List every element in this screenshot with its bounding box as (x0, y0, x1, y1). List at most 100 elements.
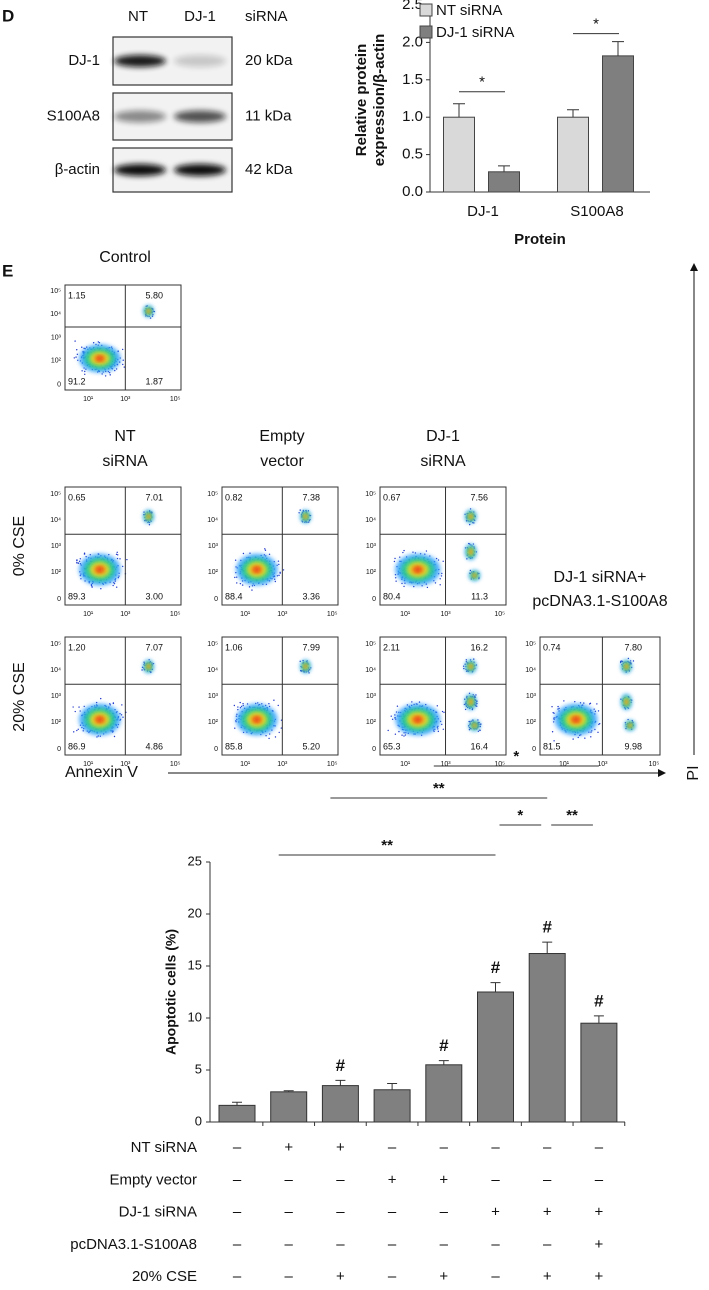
flow-x-tick-label: 10⁵ (649, 761, 660, 768)
flow-y-tick-label: 10⁵ (207, 641, 218, 648)
quadrant-value: 4.86 (145, 741, 163, 751)
condition-sign: + (595, 1236, 604, 1253)
bar (444, 117, 475, 192)
density-dot (81, 347, 82, 348)
flow-x-tick-label: 10⁵ (494, 761, 505, 768)
density-dot (396, 711, 397, 712)
density-dot (412, 551, 413, 552)
density-dot (395, 574, 396, 575)
significance-label: * (479, 74, 485, 91)
lane-title: siRNA (245, 8, 288, 25)
error-bar (491, 983, 501, 992)
density-dot (76, 730, 77, 731)
condition-sign: – (440, 1139, 449, 1156)
density-dot (470, 570, 471, 571)
marker-label: # (491, 958, 501, 977)
density-dot (438, 559, 439, 560)
flow-y-tick-label: 10⁴ (207, 667, 218, 674)
density-dot (620, 661, 621, 662)
error-bar (453, 104, 465, 117)
y-axis-label: Relative protein (353, 44, 370, 157)
condition-sign: + (284, 1139, 293, 1156)
y-tick-label: 25 (188, 853, 202, 868)
density-dot (75, 711, 76, 712)
density-dot (596, 703, 597, 704)
density-core (97, 717, 103, 722)
condition-sign: – (595, 1171, 604, 1188)
quadrant-value: 0.67 (383, 492, 401, 502)
density-dot (236, 582, 237, 583)
density-dot (394, 561, 395, 562)
density-dot (235, 560, 236, 561)
flow-x-tick-label: 10⁵ (327, 761, 338, 768)
flow-x-tick-label: 10³ (440, 611, 451, 618)
density-dot (308, 672, 309, 673)
blot-band (114, 55, 166, 67)
column-title: DJ-1 (426, 428, 460, 445)
flow-y-tick-label: 0 (214, 746, 218, 753)
flow-y-tick-label: 10⁴ (525, 667, 536, 674)
density-dot (463, 668, 464, 669)
density-dot (74, 340, 75, 341)
density-dot (113, 702, 114, 703)
flow-y-tick-label: 0 (57, 596, 61, 603)
flow-y-tick-label: 10⁴ (207, 517, 218, 524)
density-dot (278, 575, 279, 576)
condition-sign: – (595, 1139, 604, 1156)
flow-plot: 0.657.0189.33.0010⁵10⁴10³10²010¹10³10⁵ (50, 487, 181, 618)
density-dot (243, 705, 244, 706)
quadrant-value: 1.06 (225, 642, 243, 652)
condition-sign: – (543, 1171, 552, 1188)
condition-sign: + (336, 1268, 345, 1285)
flow-y-tick-label: 10³ (526, 693, 537, 700)
quadrant-value: 16.4 (470, 741, 488, 751)
x-axis-label: Annexin V (65, 764, 138, 781)
density-dot (278, 564, 279, 565)
density-dot (113, 582, 114, 583)
density-dot (589, 703, 590, 704)
density-dot (402, 552, 403, 553)
density-dot (240, 583, 241, 584)
bar (581, 1023, 617, 1122)
density-dot (401, 583, 402, 584)
density-dot (116, 586, 117, 587)
flow-x-tick-label: 10⁵ (170, 761, 181, 768)
y-tick-label: 10 (188, 1009, 202, 1024)
density-dot (413, 586, 414, 587)
column-title: vector (260, 453, 304, 470)
flow-x-tick-label: 10³ (597, 761, 608, 768)
legend-swatch (420, 4, 432, 16)
density-dot (150, 317, 151, 318)
condition-label: DJ-1 siRNA (119, 1204, 197, 1221)
error-bar (335, 1080, 345, 1085)
density-dot (122, 566, 123, 567)
density-dot (234, 577, 235, 578)
density-dot (76, 349, 77, 350)
quadrant-value: 65.3 (383, 741, 401, 751)
condition-sign: – (233, 1204, 242, 1221)
density-dot (477, 719, 478, 720)
density-dot (300, 661, 301, 662)
bar (271, 1092, 307, 1122)
condition-sign: – (388, 1268, 397, 1285)
quadrant-value: 11.3 (471, 591, 488, 601)
density-dot (93, 342, 94, 343)
density-dot (427, 587, 428, 588)
density-dot (391, 715, 392, 716)
y-tick-label: 0 (195, 1113, 202, 1128)
condition-sign: – (336, 1204, 345, 1221)
density-dot (234, 705, 235, 706)
plot-frame (380, 637, 506, 755)
density-dot (247, 703, 248, 704)
density-dot (90, 554, 91, 555)
density-dot (119, 713, 120, 714)
density-dot (278, 705, 279, 706)
density-core (254, 567, 260, 572)
density-dot (397, 706, 398, 707)
density-dot (77, 562, 78, 563)
flow-x-tick-label: 10¹ (240, 611, 251, 618)
density-dot (475, 694, 476, 695)
condition-sign: – (440, 1236, 449, 1253)
column-title: siRNA (102, 453, 148, 470)
column-title: Empty (259, 428, 304, 445)
